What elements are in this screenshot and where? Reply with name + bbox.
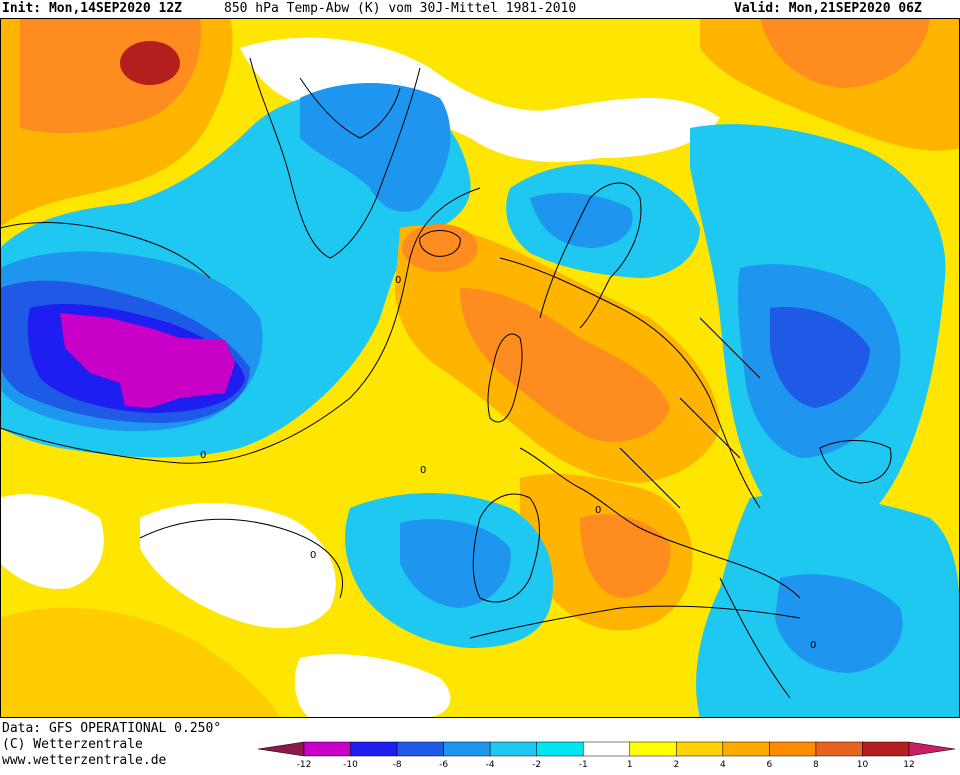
neutral-patch-southwest: [0, 494, 104, 589]
cold-anomaly-eastern-europe-deep: [770, 307, 870, 408]
legend-tick-label: 10: [857, 760, 869, 770]
neutral-patch-mid-atlantic: [140, 503, 336, 629]
header-bar: Init: Mon,14SEP2020 12Z 850 hPa Temp-Abw…: [0, 0, 960, 18]
legend-bars: [257, 741, 956, 757]
zero-contour-southeast: [719, 577, 791, 699]
black-sea-coast: [819, 440, 892, 484]
legend-tick-label: -1: [579, 760, 588, 770]
legend-tick-label: 2: [673, 760, 679, 770]
eastern-europe-borders: [619, 317, 761, 509]
footer: Data: GFS OPERATIONAL 0.250° (C) Wetterz…: [0, 720, 960, 775]
legend-tick-label: -12: [297, 760, 312, 770]
legend-swatch: [489, 741, 537, 757]
iberia-coast: [472, 493, 540, 603]
zero-contour-north-atlantic: [0, 187, 481, 464]
legend-tick-label: -4: [486, 760, 495, 770]
europe-coast: [519, 447, 801, 599]
legend-arrow-low: [257, 741, 305, 757]
hot-anomaly-northwest: [120, 41, 180, 85]
chart-title: 850 hPa Temp-Abw (K) vom 30J-Mittel 1981…: [224, 1, 577, 16]
north-africa-coast: [469, 605, 801, 639]
cold-anomaly-core-magenta: [60, 313, 235, 408]
legend-tick-label: -8: [393, 760, 402, 770]
warm-anomaly-europe-core: [460, 288, 670, 442]
legend-arrow-high: [908, 741, 956, 757]
neutral-patch-south: [294, 654, 451, 718]
legend-swatch: [350, 741, 398, 757]
legend-swatch: [769, 741, 817, 757]
data-source-label: Data: GFS OPERATIONAL 0.250°: [2, 721, 222, 736]
init-time: Init: Mon,14SEP2020 12Z: [2, 1, 183, 16]
legend-tick-label: 8: [813, 760, 819, 770]
color-scale-legend: -12 -10 -8 -6 -4 -2 -1 1 2 4 6 8 10 12: [257, 741, 956, 770]
zero-contour-subtropics: [139, 518, 343, 599]
coastlines: [0, 57, 892, 639]
legend-swatch: [536, 741, 584, 757]
iceland-coast: [419, 230, 461, 257]
legend-swatch: [582, 741, 631, 757]
legend-tick-label: 1: [627, 760, 633, 770]
legend-swatch: [815, 741, 863, 757]
cold-anomaly-scandinavia-core: [530, 192, 633, 248]
legend-swatch: [676, 741, 724, 757]
legend-tick-label: 4: [720, 760, 726, 770]
legend-tick-label: -10: [343, 760, 358, 770]
cold-anomaly-subtropical-atlantic-core: [400, 519, 511, 608]
legend-tick-label: -6: [439, 760, 448, 770]
website-link[interactable]: www.wetterzentrale.de: [2, 753, 167, 768]
warm-anomaly-southwest: [0, 607, 280, 718]
warm-anomaly-iceland: [402, 224, 478, 272]
legend-swatch: [629, 741, 677, 757]
labrador-coast: [0, 222, 211, 279]
zero-contour-europe: [499, 257, 761, 509]
contour-label: 0: [310, 550, 316, 561]
contour-label: 0: [395, 275, 401, 286]
contour-label: 0: [595, 505, 601, 516]
legend-tick-label: 6: [767, 760, 773, 770]
temperature-anomaly-map: 0 0 0 0 0 0: [0, 18, 960, 718]
legend-tick-label: -2: [532, 760, 541, 770]
scandinavia-coast: [539, 182, 642, 329]
warm-anomaly-northeast-core: [760, 18, 930, 88]
contour-label: 0: [810, 640, 816, 651]
contour-label: 0: [420, 465, 426, 476]
cold-anomaly-east-mediterranean-core: [775, 574, 903, 673]
legend-swatch: [303, 741, 351, 757]
greenland-inner-coast: [299, 77, 401, 139]
cold-anomaly-greenland: [300, 83, 451, 212]
copyright-label: (C) Wetterzentrale: [2, 737, 143, 752]
legend-swatch: [443, 741, 491, 757]
uk-coast: [487, 333, 523, 423]
legend-tick-label: 12: [903, 760, 914, 770]
contour-labels: 0 0 0 0 0 0: [200, 275, 816, 651]
zero-contours: [0, 187, 791, 699]
warm-anomaly-mediterranean-core: [580, 514, 671, 598]
legend-swatch: [396, 741, 444, 757]
greenland-coast: [249, 57, 421, 259]
neutral-band-north: [240, 37, 720, 162]
legend-swatch: [862, 741, 910, 757]
legend-swatch: [722, 741, 770, 757]
contour-label: 0: [200, 450, 206, 461]
legend-ticks: -12 -10 -8 -6 -4 -2 -1 1 2 4 6 8 10 12: [297, 760, 915, 770]
valid-time: Valid: Mon,21SEP2020 06Z: [734, 1, 922, 16]
